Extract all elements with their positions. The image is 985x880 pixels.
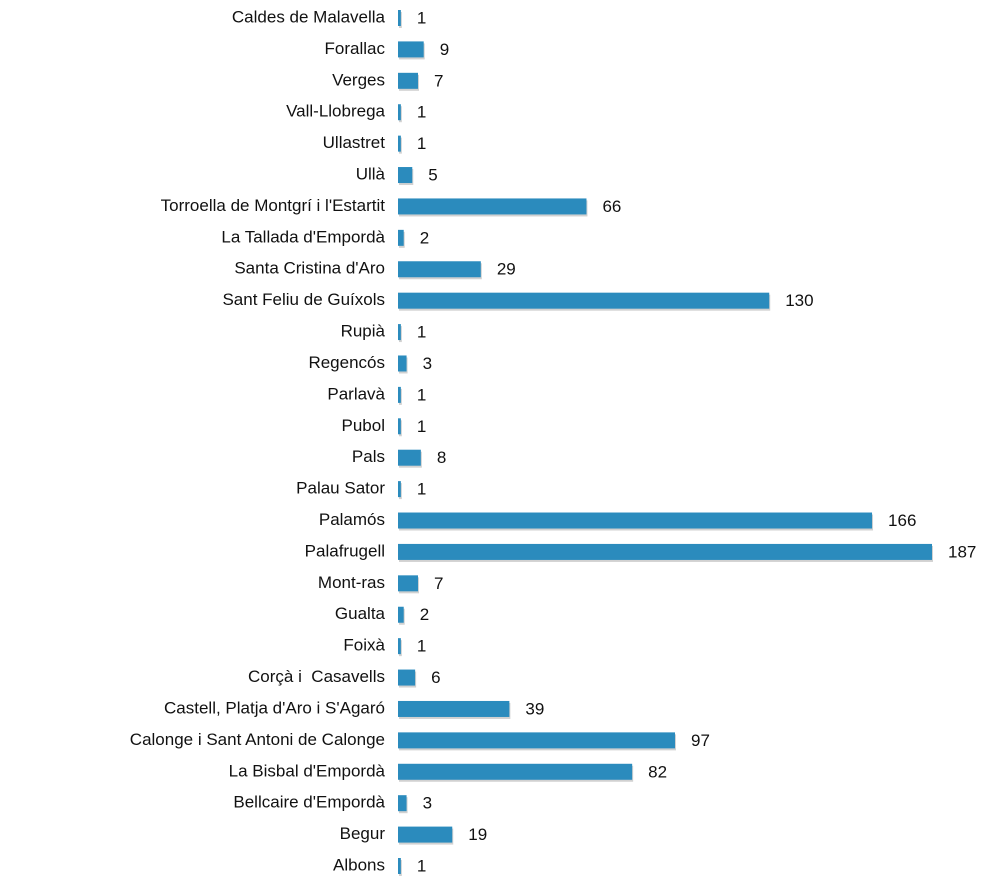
- value-label: 7: [434, 71, 443, 90]
- category-label: Palau Sator: [296, 479, 385, 498]
- bar: [398, 732, 675, 749]
- category-label: Regencós: [308, 353, 385, 372]
- category-label: Calonge i Sant Antoni de Calonge: [130, 730, 385, 749]
- category-label: Forallac: [325, 39, 386, 58]
- category-label: Sant Feliu de Guíxols: [222, 290, 385, 309]
- bar: [398, 167, 413, 184]
- value-label: 1: [417, 8, 426, 27]
- value-label: 187: [948, 542, 976, 561]
- category-label: La Tallada d'Empordà: [221, 227, 385, 246]
- category-label: Caldes de Malavella: [232, 7, 386, 26]
- bar: [398, 72, 418, 89]
- value-label: 166: [888, 511, 916, 530]
- value-label: 1: [417, 417, 426, 436]
- value-label: 39: [525, 699, 544, 718]
- bar: [398, 198, 587, 215]
- category-label: Corçà i Casavells: [248, 667, 385, 686]
- value-label: 82: [648, 762, 667, 781]
- category-label: Verges: [332, 70, 385, 89]
- category-label: Torroella de Montgrí i l'Estartit: [161, 196, 386, 215]
- value-label: 1: [417, 134, 426, 153]
- bar: [398, 763, 633, 780]
- value-label: 130: [785, 291, 813, 310]
- bar: [398, 418, 401, 435]
- category-label: Gualta: [335, 604, 386, 623]
- bar: [398, 449, 421, 466]
- value-label: 97: [691, 731, 710, 750]
- bar: [398, 826, 453, 843]
- value-label: 8: [437, 448, 446, 467]
- category-label: Castell, Platja d'Aro i S'Agaró: [164, 698, 385, 717]
- bar: [398, 700, 510, 717]
- value-label: 66: [602, 197, 621, 216]
- bar: [398, 606, 404, 623]
- bar: [398, 324, 401, 341]
- bar: [398, 669, 416, 686]
- value-label: 29: [497, 260, 516, 279]
- bar: [398, 543, 932, 560]
- bar: [398, 858, 401, 874]
- value-label: 1: [417, 385, 426, 404]
- value-label: 3: [423, 354, 432, 373]
- value-label: 1: [417, 856, 426, 875]
- category-label: Pubol: [342, 416, 385, 435]
- bar: [398, 261, 481, 278]
- category-label: Palafrugell: [305, 541, 385, 560]
- category-label: Parlavà: [327, 384, 385, 403]
- bar: [398, 512, 873, 529]
- category-label: Rupià: [341, 322, 386, 341]
- value-label: 1: [417, 480, 426, 499]
- value-label: 19: [468, 825, 487, 844]
- bar: [398, 104, 401, 121]
- category-label: Santa Cristina d'Aro: [234, 259, 385, 278]
- category-label: Ullastret: [323, 133, 386, 152]
- bar: [398, 135, 401, 152]
- value-label: 1: [417, 637, 426, 656]
- value-label: 9: [440, 40, 449, 59]
- category-label: Bellcaire d'Empordà: [233, 793, 385, 812]
- bar: [398, 481, 401, 498]
- category-label: Albons: [333, 855, 385, 874]
- category-label: Mont-ras: [318, 573, 385, 592]
- value-label: 1: [417, 103, 426, 122]
- category-label: Begur: [340, 824, 386, 843]
- bar: [398, 355, 407, 372]
- value-label: 1: [417, 323, 426, 342]
- bar: [398, 638, 401, 655]
- bar: [398, 795, 407, 812]
- bar: [398, 41, 424, 58]
- category-label: Vall-Llobrega: [286, 102, 385, 121]
- value-label: 2: [420, 605, 429, 624]
- bar: [398, 292, 770, 309]
- category-label: Palamós: [319, 510, 385, 529]
- value-label: 2: [420, 228, 429, 247]
- category-label: Pals: [352, 447, 385, 466]
- value-label: 6: [431, 668, 440, 687]
- value-label: 7: [434, 574, 443, 593]
- bar: [398, 229, 404, 246]
- value-label: 3: [423, 794, 432, 813]
- category-label: Foixà: [343, 636, 385, 655]
- value-label: 5: [428, 166, 437, 185]
- category-label: La Bisbal d'Empordà: [229, 761, 386, 780]
- bar: [398, 575, 418, 592]
- category-label: Ullà: [356, 165, 386, 184]
- bar: [398, 10, 401, 26]
- bar: [398, 386, 401, 403]
